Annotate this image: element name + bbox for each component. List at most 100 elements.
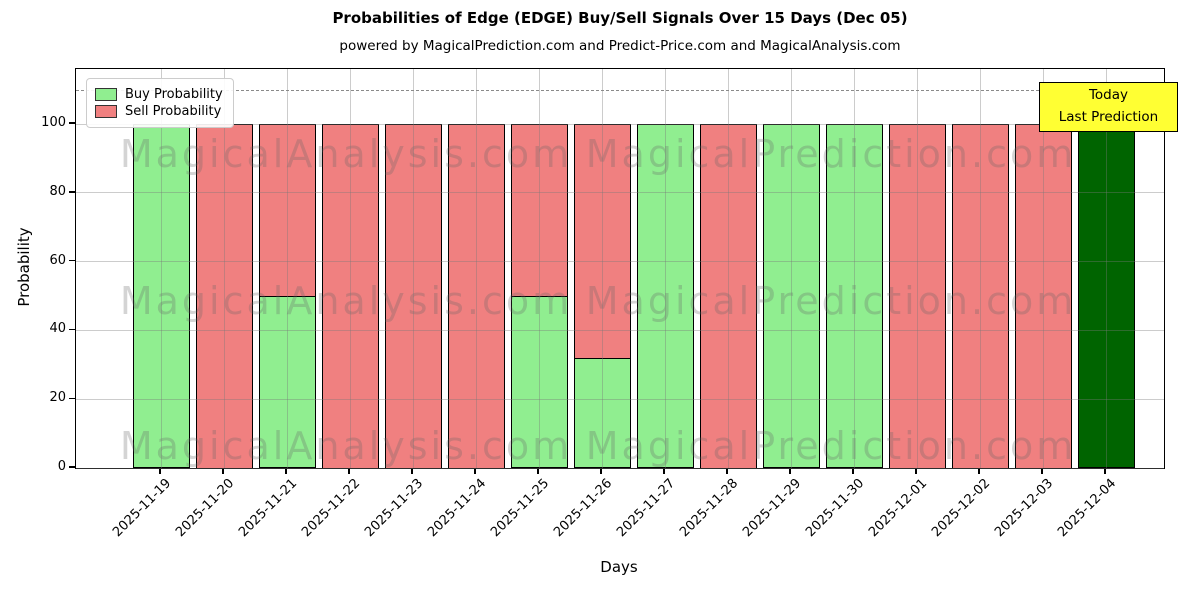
legend-item-buy: Buy Probability — [95, 87, 223, 102]
today-annotation-line1: Today — [1088, 87, 1129, 103]
x-tick-label: 2025-11-27 — [614, 476, 679, 541]
x-tick-label: 2025-11-25 — [488, 476, 553, 541]
bar-segment-sell — [447, 124, 505, 469]
x-tick-label: 2025-11-29 — [740, 476, 805, 541]
x-tick-mark — [915, 468, 917, 474]
y-tick-mark — [69, 466, 75, 468]
chart-subtitle: powered by MagicalPrediction.com and Pre… — [339, 38, 901, 54]
x-tick-mark — [411, 468, 413, 474]
gridline-horizontal — [76, 467, 1164, 469]
y-tick-mark — [69, 260, 75, 262]
threshold-dashed-line — [76, 89, 1164, 91]
y-tick-label: 60 — [49, 252, 66, 268]
plot-area: MagicalAnalysis.com MagicalPrediction.com… — [75, 68, 1178, 469]
bar-segment-sell — [573, 124, 631, 359]
bar-segment-buy — [573, 357, 631, 468]
x-tick-label: 2025-12-03 — [992, 476, 1057, 541]
y-tick-mark — [69, 122, 75, 124]
legend-label-sell: Sell Probability — [125, 104, 222, 119]
y-tick-mark — [69, 328, 75, 331]
x-tick-mark — [600, 468, 602, 474]
legend: Buy Probability Sell Probability — [86, 78, 234, 128]
today-annotation-line2: Last Prediction — [1058, 108, 1159, 125]
y-axis-label: Probability — [15, 227, 33, 307]
x-tick-mark — [159, 468, 161, 474]
today-annotation: Today Last Prediction — [1039, 82, 1178, 133]
x-tick-mark — [474, 468, 476, 474]
y-tick-label: 40 — [49, 321, 66, 337]
bar-segment-sell — [1014, 124, 1072, 469]
y-tick-mark — [69, 191, 75, 193]
x-tick-label: 2025-11-26 — [551, 476, 616, 541]
bar-segment-sell — [195, 124, 253, 469]
bar-segment-sell — [384, 124, 442, 469]
legend-label-buy: Buy Probability — [125, 87, 223, 102]
chart-title: Probabilities of Edge (EDGE) Buy/Sell Si… — [332, 9, 908, 27]
bar-segment-sell — [951, 124, 1009, 469]
gridline-horizontal — [76, 192, 1164, 194]
x-tick-mark — [1104, 468, 1106, 474]
bar-segment-buy — [825, 124, 883, 468]
gridline-vertical — [1105, 69, 1107, 468]
gridline-horizontal — [76, 123, 1164, 125]
bar-segment-buy — [258, 296, 316, 468]
y-tick-label: 80 — [49, 183, 66, 199]
gridline-vertical — [979, 69, 981, 468]
legend-item-sell: Sell Probability — [95, 104, 223, 119]
x-tick-mark — [1041, 468, 1043, 474]
y-tick-label: 0 — [57, 459, 66, 474]
x-tick-mark — [285, 468, 287, 474]
x-tick-label: 2025-11-20 — [173, 476, 238, 541]
gridline-vertical — [412, 69, 414, 468]
gridline-vertical — [538, 69, 540, 468]
x-axis-label: Days — [600, 558, 638, 576]
gridline-vertical — [223, 69, 225, 468]
gridline-horizontal — [76, 329, 1164, 331]
bar-segment-buy — [636, 124, 694, 468]
gridline-vertical — [916, 69, 918, 468]
gridline-horizontal — [76, 261, 1164, 263]
x-tick-label: 2025-12-04 — [1055, 476, 1120, 541]
bar-segment-sell — [699, 124, 757, 469]
gridline-vertical — [160, 69, 162, 468]
x-tick-mark — [978, 468, 980, 474]
x-tick-label: 2025-11-24 — [425, 476, 490, 541]
bar-segment-sell — [258, 124, 316, 298]
gridline-vertical — [853, 69, 855, 468]
bar-segment-sell — [321, 124, 379, 469]
bar-segment-buy — [132, 124, 190, 468]
bar-segment-buy — [1077, 124, 1135, 468]
x-tick-label: 2025-11-28 — [677, 476, 742, 541]
gridline-horizontal — [76, 398, 1164, 400]
x-tick-label: 2025-11-19 — [110, 476, 175, 541]
x-tick-label: 2025-11-21 — [236, 476, 301, 541]
gridline-vertical — [790, 69, 792, 468]
y-tick-mark — [69, 397, 75, 399]
x-tick-label: 2025-12-02 — [929, 476, 994, 541]
bar-segment-sell — [510, 124, 568, 298]
x-tick-label: 2025-11-23 — [362, 476, 427, 541]
x-tick-mark — [663, 468, 665, 474]
sell-swatch — [95, 105, 117, 118]
gridline-vertical — [475, 69, 477, 468]
gridline-vertical — [727, 69, 729, 468]
y-tick-label: 100 — [41, 115, 66, 131]
buy-swatch — [95, 88, 117, 101]
gridline-vertical — [349, 69, 351, 468]
x-tick-label: 2025-12-01 — [866, 476, 931, 541]
bar-segment-sell — [888, 124, 946, 469]
gridline-vertical — [664, 69, 666, 468]
x-tick-mark — [726, 468, 728, 474]
gridline-vertical — [1042, 69, 1044, 468]
gridline-vertical — [601, 69, 603, 468]
x-tick-mark — [537, 468, 539, 474]
x-tick-mark — [348, 468, 350, 474]
x-tick-label: 2025-11-30 — [803, 476, 868, 541]
y-tick-label: 20 — [49, 390, 66, 406]
gridline-vertical — [286, 69, 288, 468]
x-tick-label: 2025-11-22 — [299, 476, 364, 541]
bar-segment-buy — [762, 124, 820, 468]
x-tick-mark — [789, 468, 791, 474]
x-tick-mark — [852, 468, 854, 474]
